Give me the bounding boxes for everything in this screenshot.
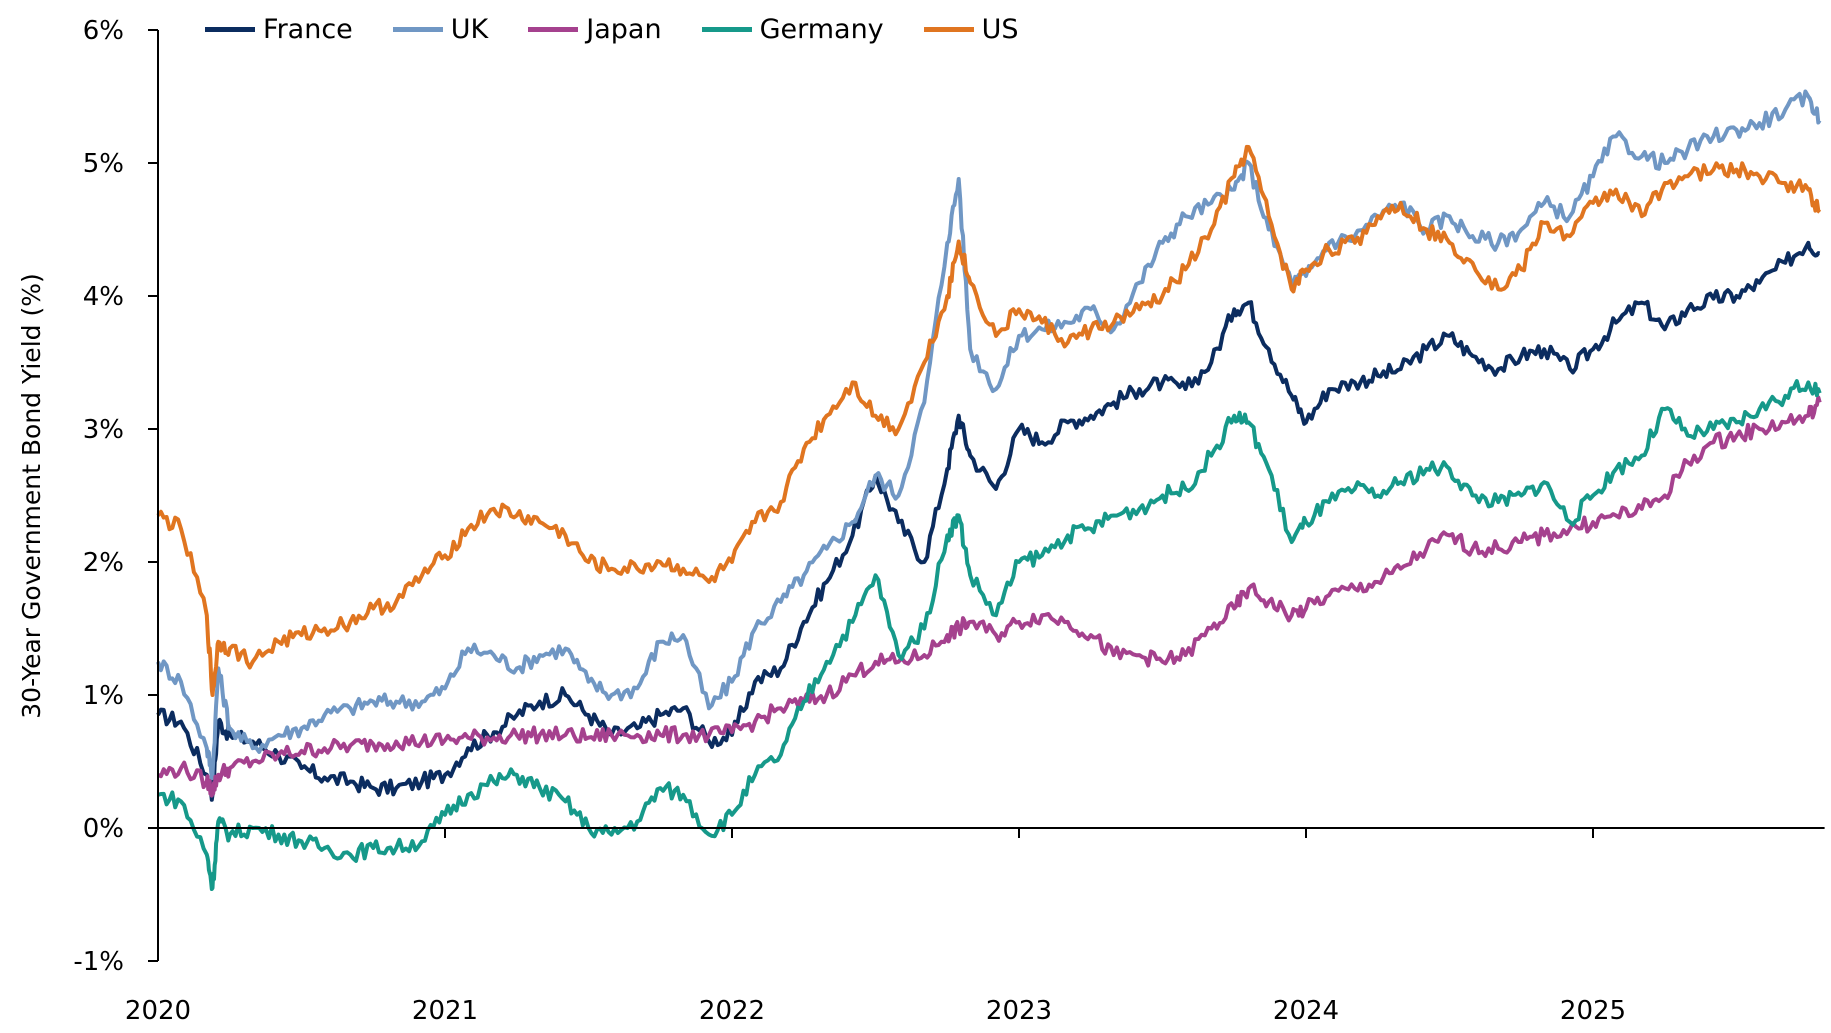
series-line-uk bbox=[156, 89, 1822, 781]
y-tick-label: -1% bbox=[73, 947, 124, 977]
x-axis-ticks: 2020 2021 2022 2023 2024 2025 bbox=[125, 828, 1626, 1026]
legend-swatch-us bbox=[923, 26, 974, 32]
series-line-france bbox=[156, 240, 1821, 802]
legend-item-japan: Japan bbox=[528, 13, 662, 45]
legend-item-germany: Germany bbox=[701, 13, 884, 45]
legend-item-us: US bbox=[923, 13, 1019, 45]
y-tick-label: 0% bbox=[83, 814, 124, 844]
series-line-us bbox=[156, 144, 1822, 697]
x-tick-label: 2021 bbox=[412, 996, 478, 1026]
y-tick-label: 2% bbox=[83, 548, 124, 578]
y-tick-label: 4% bbox=[83, 282, 124, 312]
legend-label-uk: UK bbox=[450, 13, 489, 45]
y-tick-label: 6% bbox=[83, 16, 124, 46]
series-layer bbox=[156, 89, 1822, 891]
legend-label-germany: Germany bbox=[759, 13, 884, 45]
series-line-japan bbox=[157, 395, 1822, 798]
legend-item-uk: UK bbox=[392, 13, 489, 45]
legend-swatch-france bbox=[205, 26, 255, 32]
legend-label-us: US bbox=[981, 13, 1019, 45]
legend-label-japan: Japan bbox=[586, 13, 662, 45]
legend-item-france: France bbox=[205, 14, 353, 45]
legend-swatch-japan bbox=[528, 26, 579, 32]
y-tick-label: 3% bbox=[83, 415, 124, 445]
legend-swatch-germany bbox=[701, 26, 752, 32]
x-tick-label: 2022 bbox=[699, 996, 765, 1026]
y-axis-title: 30-Year Government Bond Yield (%) bbox=[17, 273, 46, 718]
series-line-germany bbox=[157, 379, 1822, 891]
axes: 6%5%4%3%2%1%0%-1% 2020 2021 2022 2023 2024 20… bbox=[73, 16, 1825, 1026]
x-tick-label: 2025 bbox=[1560, 996, 1626, 1026]
y-axis-ticks: 6% 5% 4% 3% 2% 1% 0% -1% bbox=[73, 16, 158, 977]
x-tick-label: 2023 bbox=[986, 996, 1052, 1026]
y-tick-label: 1% bbox=[83, 681, 124, 711]
legend-label-france: France bbox=[263, 13, 353, 45]
y-tick-label: 5% bbox=[83, 149, 124, 179]
legend: France UK Japan Germany US bbox=[205, 10, 1059, 48]
x-tick-label: 2024 bbox=[1273, 996, 1339, 1026]
x-tick-label: 2020 bbox=[125, 996, 191, 1026]
legend-swatch-uk bbox=[392, 26, 443, 32]
